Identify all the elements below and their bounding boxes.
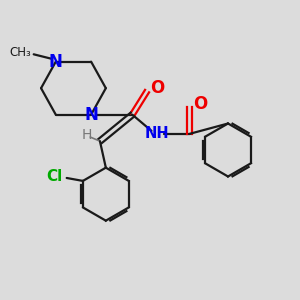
Text: N: N [49,53,63,71]
Text: NH: NH [145,126,170,141]
Text: O: O [193,95,208,113]
Text: Cl: Cl [46,169,62,184]
Text: N: N [84,106,98,124]
Text: O: O [150,79,164,97]
Text: CH₃: CH₃ [9,46,31,59]
Text: H: H [82,128,92,142]
